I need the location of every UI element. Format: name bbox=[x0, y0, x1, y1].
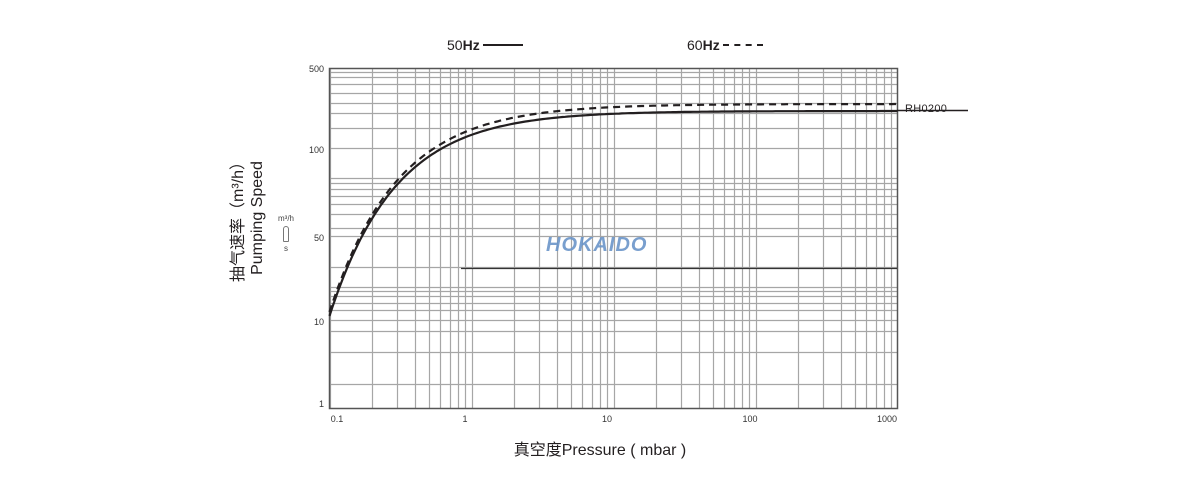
curve-50hz bbox=[328, 109, 898, 317]
legend-50hz-num: 50 bbox=[447, 37, 463, 53]
solid-line-swatch-icon bbox=[482, 44, 523, 47]
x-tick-label: 10 bbox=[601, 414, 612, 424]
y-axis-label-cn: 抽气速率（m³/h） bbox=[230, 153, 247, 283]
y-axis-label: 抽气速率（m³/h） Pumping Speed bbox=[229, 154, 267, 282]
legend-item-50hz: 50Hz bbox=[447, 37, 523, 53]
unit-note-top: m³/h bbox=[278, 214, 294, 223]
legend-60hz-num: 60 bbox=[687, 37, 703, 53]
x-axis-label: 真空度Pressure ( mbar ) bbox=[513, 442, 687, 459]
series-label-rh0200: RH0200 bbox=[905, 103, 948, 115]
x-tick-label: 100 bbox=[742, 414, 758, 424]
dashed-line-swatch-icon bbox=[722, 44, 763, 47]
x-tick-label: 1000 bbox=[876, 414, 898, 424]
x-tick-label: 0.1 bbox=[330, 414, 344, 424]
plot-frame bbox=[328, 67, 899, 410]
conversion-arrow-icon bbox=[283, 226, 289, 242]
unit-conversion-note: m³/h s bbox=[276, 214, 296, 254]
y-tick-label: 1 bbox=[318, 399, 324, 409]
x-tick-label: 1 bbox=[462, 414, 468, 424]
legend-50hz-unit: Hz bbox=[462, 37, 480, 53]
unit-note-bottom: s bbox=[284, 244, 288, 253]
legend-60hz-unit: Hz bbox=[702, 37, 720, 53]
y-axis-label-en: Pumping Speed bbox=[249, 161, 266, 275]
legend-item-60hz: 60Hz bbox=[687, 37, 763, 53]
y-tick-label: 10 bbox=[313, 317, 324, 327]
y-tick-label: 500 bbox=[308, 64, 324, 74]
y-tick-label: 50 bbox=[313, 233, 324, 243]
brand-watermark-logo: HOKAIDO bbox=[546, 234, 648, 256]
grid-lines bbox=[329, 68, 898, 409]
y-tick-label: 100 bbox=[308, 145, 324, 155]
curve-60hz bbox=[328, 102, 898, 313]
